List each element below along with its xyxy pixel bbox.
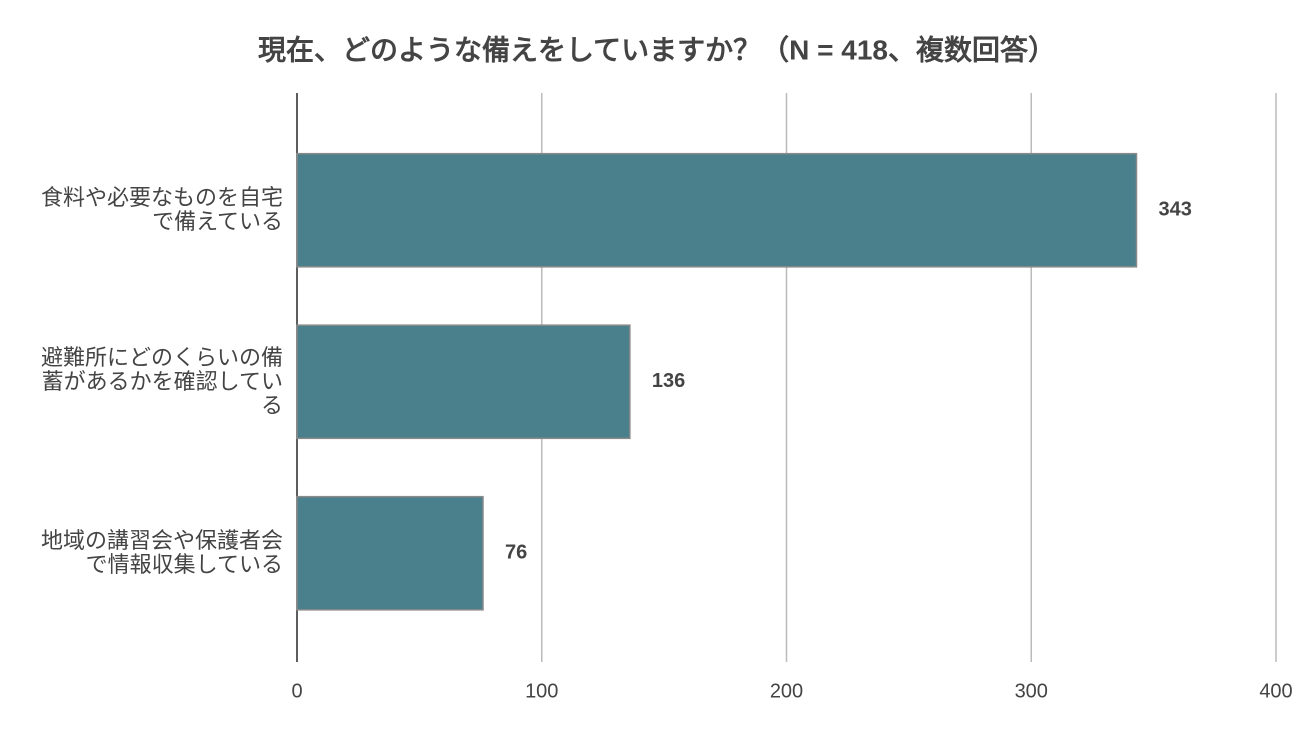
bar [296, 324, 631, 440]
value-label: 136 [652, 370, 685, 392]
x-tick-label: 400 [1259, 680, 1292, 702]
y-tick-label: 避難所にどのくらいの備蓄があるかを確認している [40, 344, 283, 418]
value-label: 343 [1158, 199, 1191, 221]
value-label: 76 [505, 542, 527, 564]
x-tick-label: 0 [291, 680, 302, 702]
x-tick-label: 300 [1015, 680, 1048, 702]
chart-title: 現在、どのような備えをしていますか？（N = 418、複数回答） [258, 33, 1056, 65]
bar [296, 495, 484, 611]
y-tick-label: 地域の講習会や保護者会で情報収集している [40, 528, 283, 578]
y-tick-label: 食料や必要なものを自宅で備えている [40, 185, 283, 235]
x-tick-label: 200 [770, 680, 803, 702]
x-tick-label: 100 [525, 680, 558, 702]
bar [296, 152, 1138, 268]
